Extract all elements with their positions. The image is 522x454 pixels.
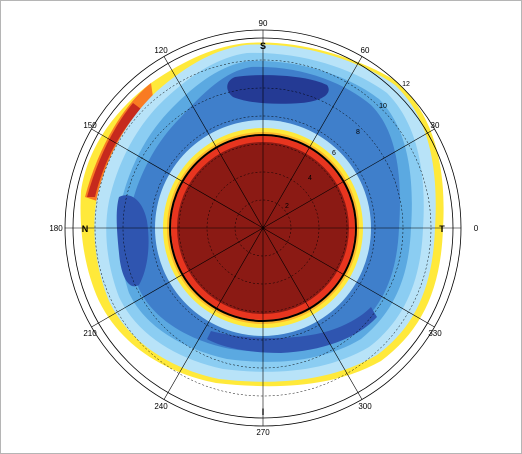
direction-label-temporal: T: [439, 224, 445, 234]
radial-spoke-210: [91, 227, 264, 328]
angle-label-270: 270: [256, 428, 270, 437]
ring-labels: 2 4 6 8 10 12: [285, 81, 410, 210]
map-zone-dark-blue-top: [227, 75, 329, 104]
radial-spoke-150: [91, 128, 264, 229]
polar-grid: [64, 29, 462, 427]
direction-labels: S I N T: [82, 41, 446, 417]
angle-label-210: 210: [83, 329, 97, 338]
angle-label-0: 0: [474, 224, 479, 233]
radial-spoke-120: [163, 56, 264, 229]
map-zone-red-edge: [87, 103, 141, 197]
ring-label-8: 8: [356, 129, 360, 136]
radial-spoke-330: [262, 227, 435, 328]
angle-label-180: 180: [49, 224, 63, 233]
angle-label-240: 240: [154, 402, 168, 411]
ring-label-4: 4: [308, 175, 312, 182]
color-map: [80, 42, 444, 387]
angle-label-60: 60: [361, 46, 370, 55]
angle-label-300: 300: [358, 402, 372, 411]
direction-label-inferior: I: [262, 407, 265, 417]
radial-spoke-300: [262, 227, 363, 400]
ring-label-10: 10: [379, 103, 387, 110]
angle-label-120: 120: [154, 46, 168, 55]
ring-label-12: 12: [402, 81, 410, 88]
direction-label-nasal: N: [82, 224, 89, 234]
ring-label-6: 6: [332, 150, 336, 157]
radial-spoke-240: [163, 227, 264, 400]
ring-label-2: 2: [285, 203, 289, 210]
angle-label-30: 30: [431, 121, 440, 130]
map-zone-dark-blue-left: [116, 195, 149, 287]
map-zone-dark-blue-bottom: [207, 307, 377, 353]
radial-spoke-30: [262, 128, 435, 229]
angle-label-330: 330: [428, 329, 442, 338]
angle-label-150: 150: [83, 121, 97, 130]
angle-labels: 0 30 60 90 120 150 180 210 240 270 300 3…: [49, 19, 478, 437]
angle-label-90: 90: [259, 19, 268, 28]
radial-spoke-60: [262, 56, 363, 229]
direction-label-superior: S: [260, 41, 266, 51]
